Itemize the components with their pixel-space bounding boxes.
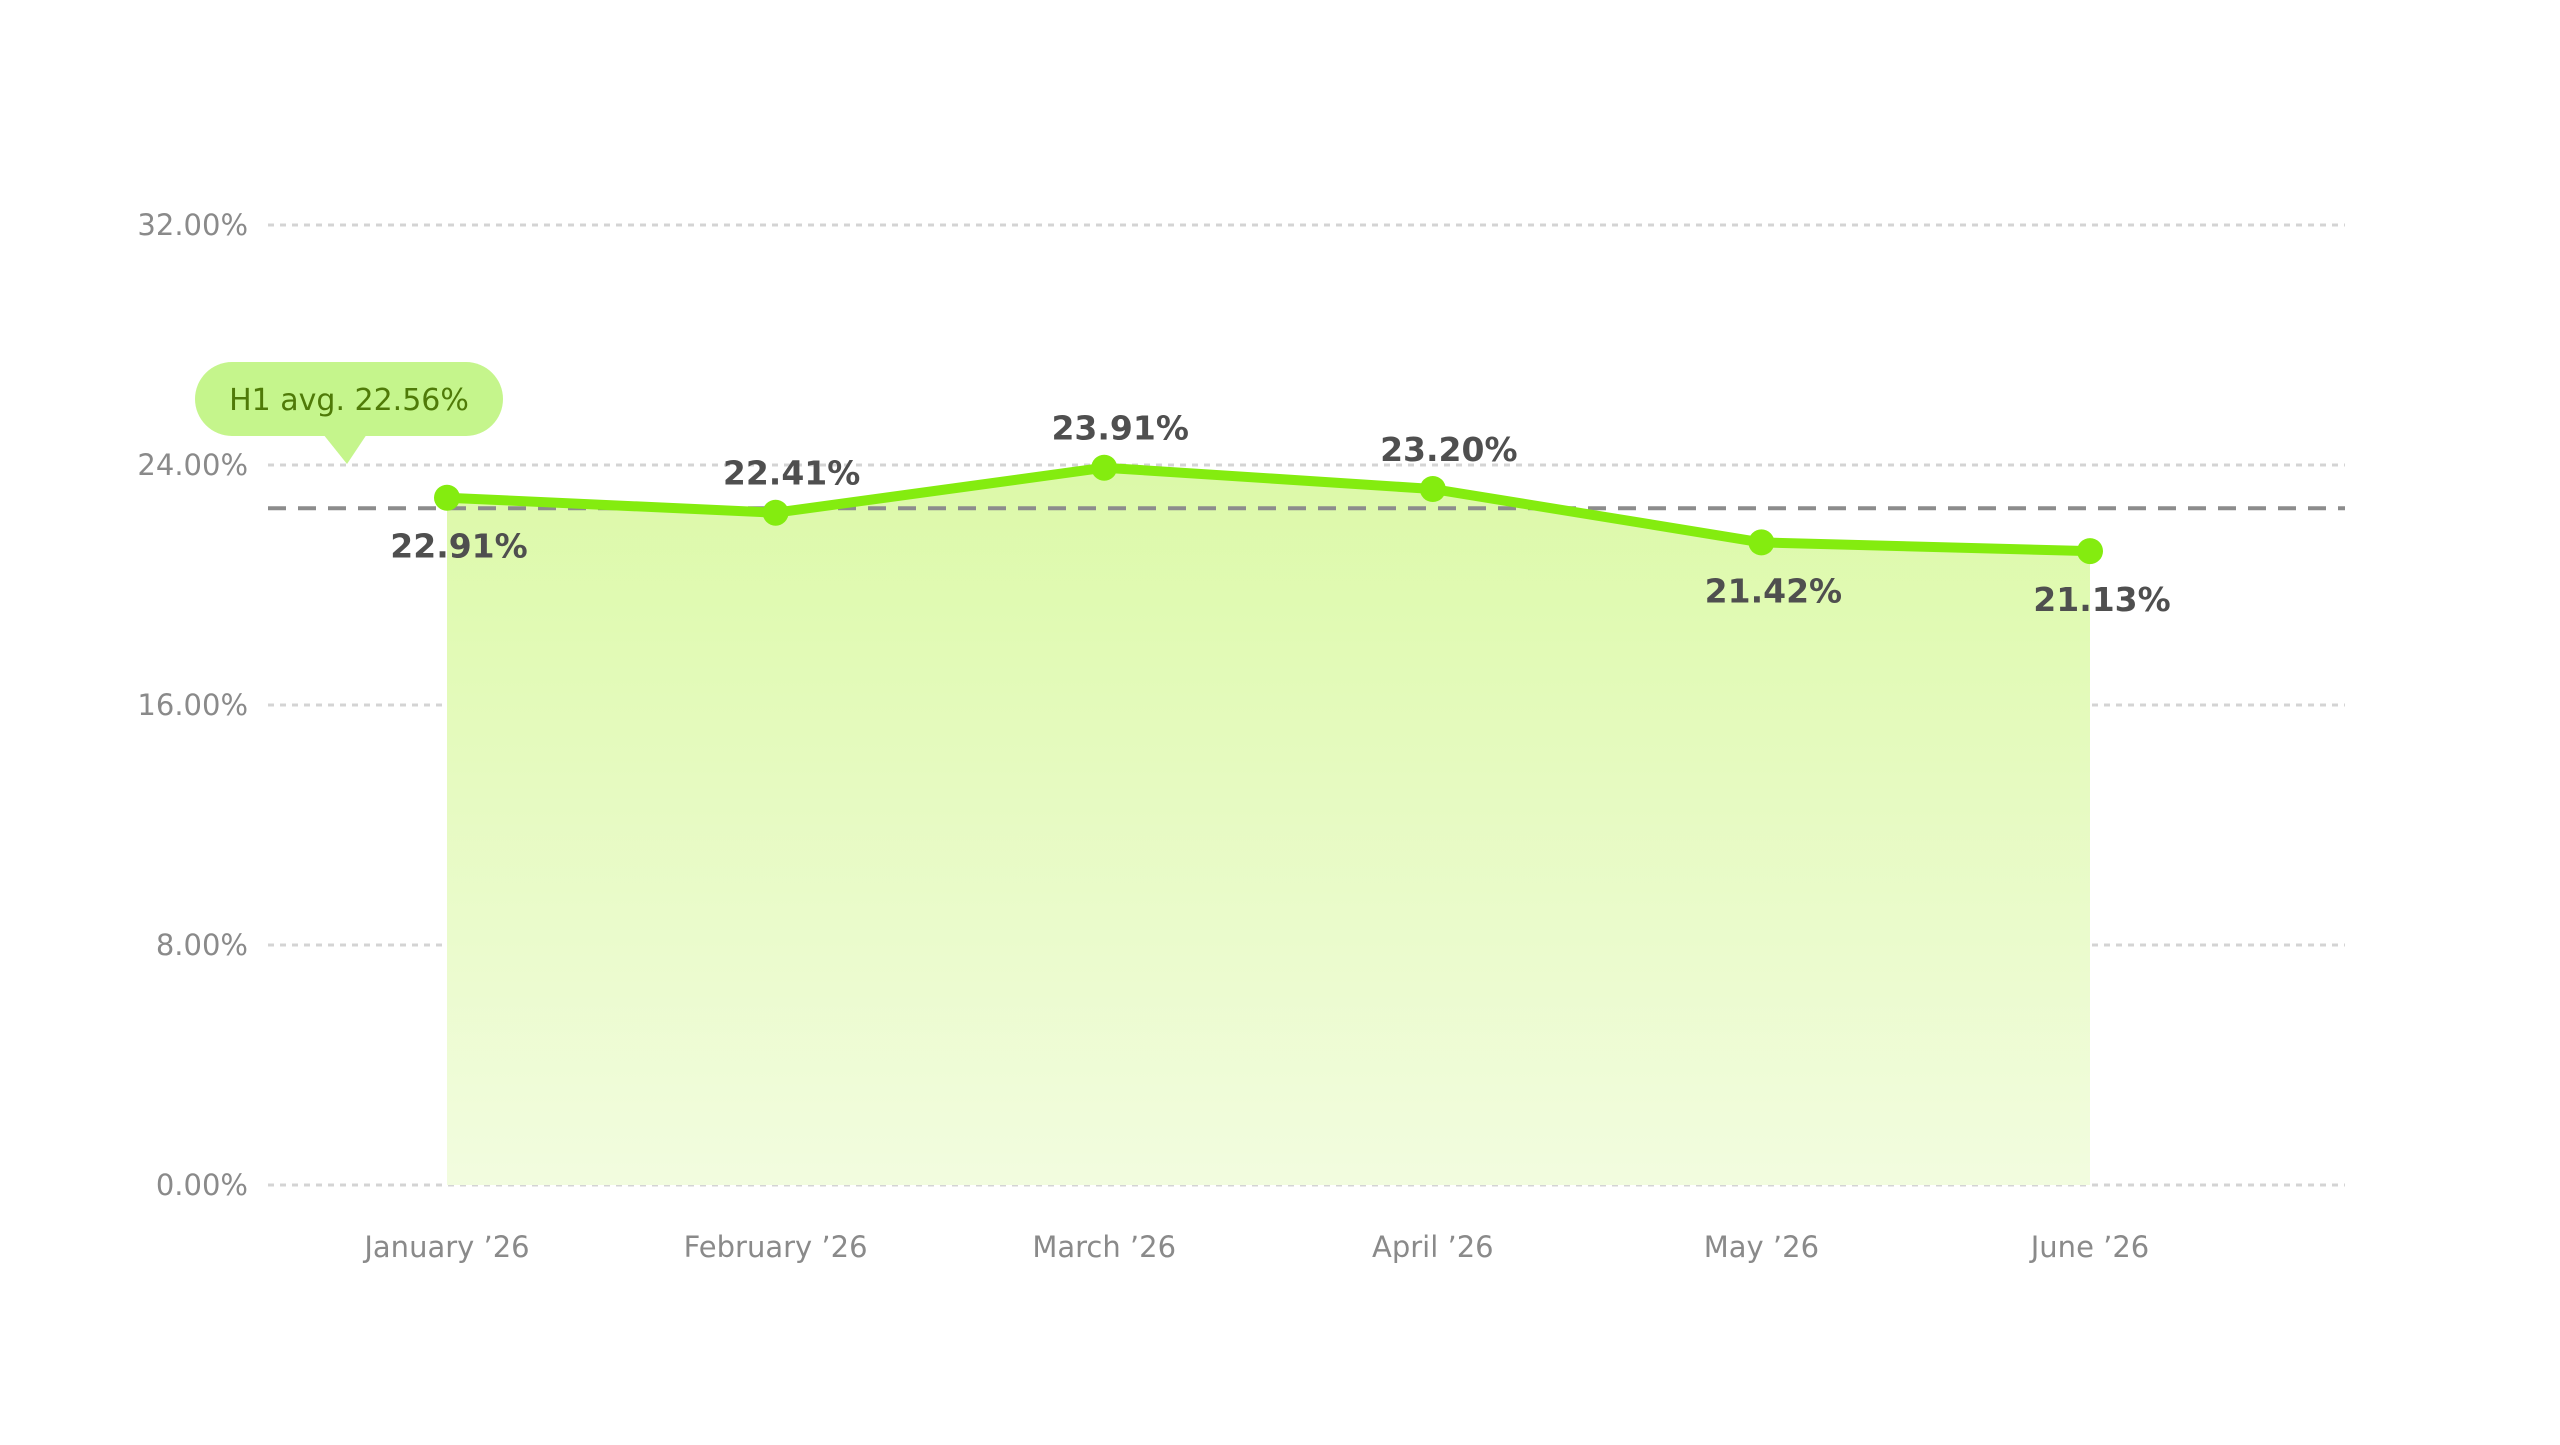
data-point xyxy=(1091,454,1118,481)
x-tick-label: February ’26 xyxy=(684,1230,868,1264)
data-point xyxy=(762,499,789,526)
series-line xyxy=(442,462,2095,557)
grid-layer: 0.00% 8.00% 16.00% 24.00% 32.00% January ’26 F… xyxy=(137,208,2345,1264)
data-label: 21.13% xyxy=(2033,580,2170,619)
data-label: 23.20% xyxy=(1380,430,1517,469)
data-point xyxy=(434,484,460,511)
y-tick-label: 8.00% xyxy=(156,928,248,962)
data-point xyxy=(1748,529,1775,556)
x-tick-label: May ’26 xyxy=(1704,1230,1819,1264)
average-badge-pointer xyxy=(323,434,367,464)
line-layer xyxy=(434,454,2103,565)
x-tick-label: April ’26 xyxy=(1372,1230,1494,1264)
x-tick-label: March ’26 xyxy=(1032,1230,1176,1264)
y-tick-label: 0.00% xyxy=(156,1168,248,1202)
data-point xyxy=(1419,476,1446,502)
data-label: 23.91% xyxy=(1051,409,1188,448)
y-tick-label: 24.00% xyxy=(137,448,248,482)
area-layer xyxy=(447,467,2090,1185)
data-label: 22.41% xyxy=(723,454,860,493)
data-label: 22.91% xyxy=(390,527,527,566)
y-tick-label: 32.00% xyxy=(137,208,248,242)
x-tick-label: January ’26 xyxy=(362,1230,529,1264)
average-badge-label: H1 avg. 22.56% xyxy=(229,383,469,418)
data-point xyxy=(2077,538,2103,565)
average-badge xyxy=(195,362,503,436)
x-tick-label: June ’26 xyxy=(2029,1230,2150,1264)
label-layer: 22.91% 22.41% 23.91% 23.20% 21.42% 21.13% xyxy=(390,409,2170,619)
y-tick-label: 16.00% xyxy=(137,688,248,722)
area-fill xyxy=(447,467,2090,1185)
data-label: 21.42% xyxy=(1705,571,1842,610)
